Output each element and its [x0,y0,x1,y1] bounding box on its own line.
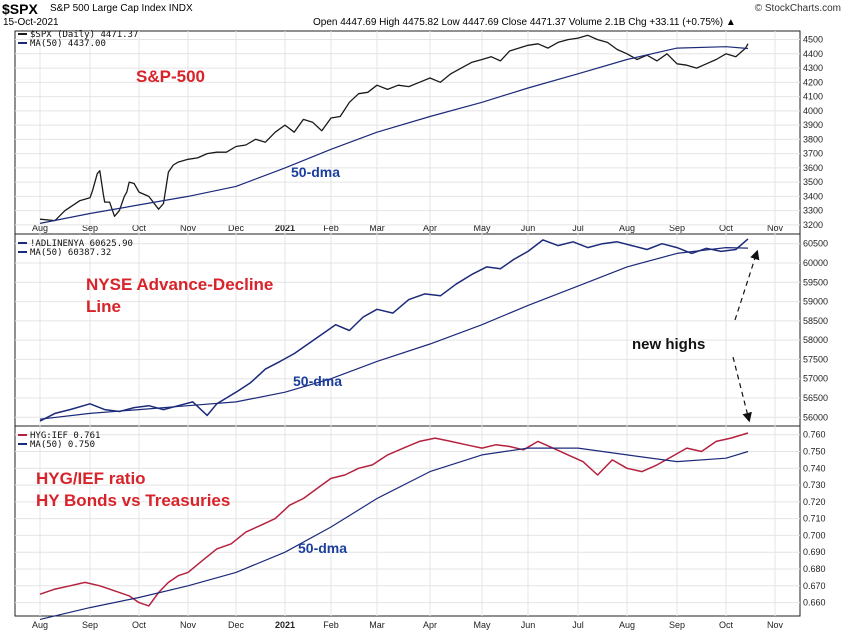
x-tick-label: May [473,223,491,233]
x-tick-label: May [473,620,491,630]
x-tick-label: 2021 [275,223,295,233]
ticker-symbol: $SPX [2,1,38,17]
annotation-new-highs: new highs [632,336,705,353]
y-tick-label: 60500 [803,239,828,249]
x-tick-label: Jul [572,223,584,233]
legend-entry: MA(50) 60387.32 [30,248,111,258]
annotation-title: Line [86,297,121,316]
y-tick-label: 0.680 [803,564,826,574]
y-tick-label: 0.730 [803,480,826,490]
y-tick-label: 4100 [803,92,823,102]
x-tick-label: Mar [369,620,385,630]
y-tick-label: 57000 [803,374,828,384]
x-tick-label: Apr [423,223,437,233]
y-tick-label: 0.760 [803,430,826,440]
x-tick-label: Mar [369,223,385,233]
x-tick-label: Dec [228,223,245,233]
x-tick-label: Oct [719,620,734,630]
y-tick-label: 4000 [803,106,823,116]
x-tick-label: Jul [572,620,584,630]
annotation-title: HY Bonds vs Treasuries [36,491,230,510]
source-credit: © StockCharts.com [754,3,841,14]
legend-entry: HYG:IEF 0.761 [30,431,100,441]
series-line [39,46,749,224]
y-tick-label: 59500 [803,277,828,287]
y-tick-label: 0.750 [803,447,826,457]
annotation-title: NYSE Advance-Decline [86,275,273,294]
y-tick-label: 58000 [803,335,828,345]
y-tick-label: 3200 [803,220,823,230]
x-tick-label: Aug [619,620,635,630]
legend-entry: MA(50) 0.750 [30,440,95,450]
series-line [39,247,749,420]
y-tick-label: 4200 [803,77,823,87]
series-line [39,447,749,620]
y-tick-label: 0.660 [803,598,826,608]
y-tick-label: 0.690 [803,547,826,557]
x-tick-label: Nov [180,223,197,233]
x-tick-label: Feb [323,223,339,233]
y-tick-label: 56000 [803,412,828,422]
y-tick-label: 59000 [803,297,828,307]
legend-entry: MA(50) 4437.00 [30,39,106,49]
x-tick-label: Nov [180,620,197,630]
x-tick-label: Nov [767,620,784,630]
index-name: S&P 500 Large Cap Index INDX [50,3,193,14]
y-tick-label: 4500 [803,35,823,45]
series-line [39,34,749,222]
x-tick-label: 2021 [275,620,295,630]
x-tick-label: Nov [767,223,784,233]
x-tick-label: Sep [669,223,685,233]
y-tick-label: 60000 [803,258,828,268]
y-tick-label: 3400 [803,191,823,201]
x-tick-label: Jun [521,620,536,630]
y-tick-label: 0.710 [803,514,826,524]
annotation-ma: 50-dma [291,164,340,180]
y-tick-label: 4400 [803,49,823,59]
y-tick-label: 0.700 [803,530,826,540]
legend-entry: !ADLINENYA 60625.90 [30,239,133,249]
y-tick-label: 4300 [803,63,823,73]
x-tick-label: Dec [228,620,245,630]
x-tick-label: Aug [619,223,635,233]
chart-frame [14,30,801,617]
annotation-title: S&P-500 [136,67,205,86]
x-tick-label: Oct [132,620,147,630]
y-tick-label: 3900 [803,120,823,130]
y-tick-label: 3700 [803,149,823,159]
x-tick-label: Apr [423,620,437,630]
y-tick-label: 56500 [803,393,828,403]
arrow-to-ratio-high [732,356,752,423]
x-tick-label: Oct [719,223,734,233]
y-tick-label: 0.720 [803,497,826,507]
x-tick-label: Sep [82,223,98,233]
y-tick-label: 0.670 [803,581,826,591]
chart-date: 15-Oct-2021 [3,17,59,28]
y-tick-label: 3600 [803,163,823,173]
x-tick-label: Sep [669,620,685,630]
y-tick-label: 0.740 [803,463,826,473]
ohlc-summary: Open 4447.69 High 4475.82 Low 4447.69 Cl… [313,17,736,28]
x-tick-label: Jun [521,223,536,233]
y-tick-label: 58500 [803,316,828,326]
series-line [39,432,749,607]
series-line [39,238,749,422]
y-tick-label: 3800 [803,134,823,144]
x-tick-label: Oct [132,223,147,233]
y-tick-label: 57500 [803,354,828,364]
annotation-ma: 50-dma [293,373,342,389]
legend-entry: $SPX (Daily) 4471.37 [30,30,138,40]
x-tick-label: Sep [82,620,98,630]
x-tick-label: Feb [323,620,339,630]
x-tick-label: Aug [32,223,48,233]
annotation-title: HYG/IEF ratio [36,469,146,488]
y-tick-label: 3300 [803,206,823,216]
y-tick-label: 3500 [803,177,823,187]
arrow-to-ad-high [734,249,760,321]
annotation-ma: 50-dma [298,540,347,556]
x-tick-label: Aug [32,620,48,630]
